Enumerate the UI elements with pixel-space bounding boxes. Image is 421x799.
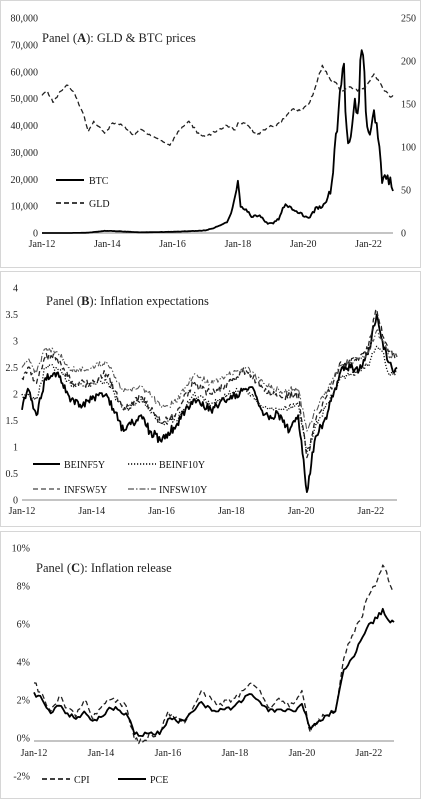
y-tick-label: 0 [13,496,18,507]
x-tick-label: Jan-22 [356,748,383,759]
y-tick-label: 0% [17,734,30,745]
panel-a-y2-axis: 0 50 100 150 200 250 [401,14,416,240]
y-tick-label: 0 [33,229,38,240]
x-tick-label: Jan-22 [355,239,382,250]
y-tick-label: 3 [13,337,18,348]
y-tick-label: 10% [12,544,30,555]
y-tick-label: 2.5 [6,363,19,374]
y2-tick-label: 50 [401,186,411,197]
series-line-infsw10y [21,329,398,432]
x-tick-label: Jan-16 [159,239,186,250]
y-tick-label: -2% [13,772,30,783]
x-tick-label: Jan-20 [288,506,315,517]
x-tick-label: Jan-18 [218,506,245,517]
y2-tick-label: 250 [401,14,416,25]
y-tick-label: 40,000 [11,121,39,132]
panel-b-legend: BEINF5Y BEINF10Y INFSW5Y INFSW10Y [33,460,207,496]
y-tick-label: 2% [17,696,30,707]
series-line-pce [33,607,395,737]
y-tick-label: 1 [13,443,18,454]
y-tick-label: 60,000 [11,67,39,78]
panel-c-chart: Panel (C): Inflation release -2% 0% 2% 4% 6%… [0,531,421,799]
panel-b-title: Panel (B): Inflation expectations [46,294,209,308]
x-tick-label: Jan-14 [88,748,115,759]
series-line-gld [41,64,394,146]
y-tick-label: 30,000 [11,148,39,159]
legend-infsw5y-label: INFSW5Y [64,485,107,496]
y-tick-label: 50,000 [11,94,39,105]
panel-a-x-axis: Jan-12 Jan-14 Jan-16 Jan-18 Jan-20 Jan-22 [29,239,382,250]
panel-c-legend: CPI PCE [42,775,168,786]
y-tick-label: 4% [17,658,30,669]
y-tick-label: 70,000 [11,40,39,51]
legend-infsw10y-label: INFSW10Y [159,485,207,496]
panel-c-y-axis: -2% 0% 2% 4% 6% 8% 10% [12,544,30,783]
x-tick-label: Jan-18 [225,239,252,250]
legend-cpi-label: CPI [74,775,90,786]
x-tick-label: Jan-12 [9,506,36,517]
y-tick-label: 4 [13,284,18,295]
series-line-cpi [33,564,395,745]
x-tick-label: Jan-16 [155,748,182,759]
y-tick-label: 10,000 [11,202,39,213]
y-tick-label: 3.5 [6,310,19,321]
y2-tick-label: 150 [401,100,416,111]
y-tick-label: 2 [13,390,18,401]
series-line-beinf5y [21,313,398,493]
x-tick-label: Jan-20 [289,748,316,759]
y-tick-label: 8% [17,582,30,593]
y-tick-label: 20,000 [11,175,39,186]
series-line-infsw5y [21,308,398,459]
legend-beinf5y-label: BEINF5Y [64,460,105,471]
panel-b-x-axis: Jan-12 Jan-14 Jan-16 Jan-18 Jan-20 Jan-22 [9,506,385,517]
panel-c-series [33,564,395,745]
x-tick-label: Jan-22 [358,506,385,517]
legend-btc-label: BTC [89,176,109,187]
y2-tick-label: 200 [401,57,416,68]
x-tick-label: Jan-20 [290,239,317,250]
panel-b-chart: Panel (B): Inflation expectations 0 0.5 1 1… [0,271,421,527]
legend-pce-label: PCE [150,775,168,786]
panel-a-series [41,49,394,234]
panel-a-chart: Panel (A): GLD & BTC prices 0 10,000 20,00… [0,0,421,268]
x-tick-label: Jan-12 [29,239,56,250]
x-tick-label: Jan-16 [148,506,175,517]
panel-c-title: Panel (C): Inflation release [36,561,172,575]
y-tick-label: 80,000 [11,14,39,25]
panel-c-x-axis: Jan-12 Jan-14 Jan-16 Jan-18 Jan-20 Jan-22 [21,748,383,759]
legend-beinf10y-label: BEINF10Y [159,460,205,471]
x-tick-label: Jan-14 [94,239,121,250]
panel-b-y-axis: 0 0.5 1 1.5 2 2.5 3 3.5 4 [6,284,19,507]
x-tick-label: Jan-12 [21,748,48,759]
panel-b-series [21,308,398,493]
series-line-btc [42,49,394,234]
panel-a-legend: BTC GLD [56,176,110,210]
series-line-beinf10y [21,345,398,453]
y-tick-label: 6% [17,620,30,631]
legend-gld-label: GLD [89,199,110,210]
x-tick-label: Jan-18 [222,748,249,759]
y2-tick-label: 100 [401,143,416,154]
panel-a-y-axis: 0 10,000 20,000 30,000 40,000 50,000 60,000 70,… [11,14,39,240]
x-tick-label: Jan-14 [78,506,105,517]
panel-a-title: Panel (A): GLD & BTC prices [42,31,196,45]
y2-tick-label: 0 [401,229,406,240]
y-tick-label: 1.5 [6,416,19,427]
y-tick-label: 0.5 [6,469,19,480]
